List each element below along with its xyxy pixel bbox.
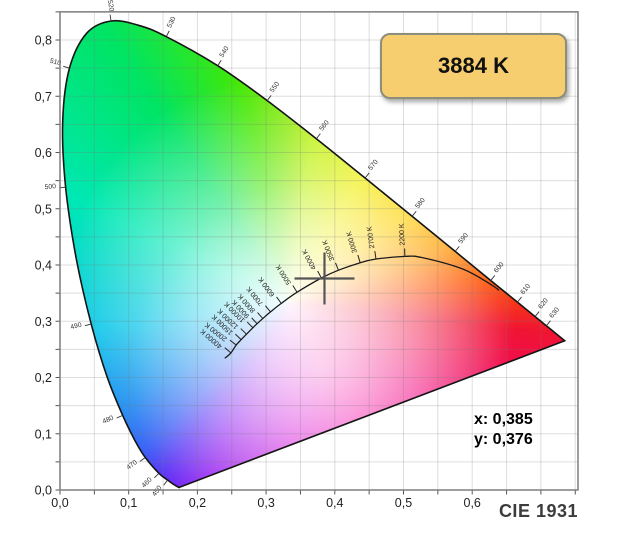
spectral-locus-outline — [61, 19, 567, 489]
wavelength-tick — [153, 472, 160, 479]
wavelength-label: 580 — [414, 197, 427, 210]
wavelength-label: 470 — [125, 459, 138, 471]
wavelength-tick — [411, 210, 417, 217]
y-tick-label: 0,5 — [35, 202, 52, 216]
wavelength-tick — [84, 323, 92, 327]
y-tick-label: 0,0 — [35, 484, 52, 498]
plot-border — [59, 11, 579, 491]
wavelength-label: 590 — [457, 232, 470, 245]
temperature-tick — [374, 251, 377, 260]
temperature-label: 5000 K — [275, 263, 293, 286]
wavelength-tick — [454, 246, 460, 252]
temperature-tick — [317, 270, 322, 279]
wavelength-label: 480 — [102, 415, 115, 426]
temperature-tick — [335, 262, 339, 271]
readout-y: y: 0,376 — [474, 431, 533, 448]
wavelength-tick — [266, 95, 272, 101]
temperature-tick — [229, 339, 237, 346]
temperature-tick — [251, 317, 258, 325]
x-tick-label: 0,6 — [464, 496, 481, 510]
wavelength-tick — [139, 457, 146, 462]
y-tick-label: 0,6 — [35, 146, 52, 160]
wavelength-tick — [109, 14, 112, 22]
wavelength-label: 500 — [44, 183, 56, 191]
x-tick-label: 0,3 — [257, 496, 274, 510]
xy-readout: x: 0,385 y: 0,376 — [474, 410, 533, 450]
wavelength-label: 610 — [520, 283, 533, 296]
y-tick-label: 0,7 — [35, 90, 52, 104]
temperature-tick — [265, 305, 271, 313]
wavelength-tick — [163, 479, 168, 486]
wavelength-label: 600 — [493, 261, 506, 274]
y-tick-label: 0,3 — [35, 315, 52, 329]
wavelength-label: 490 — [70, 322, 83, 332]
temperature-tick — [234, 333, 242, 341]
wavelength-label: 460 — [141, 476, 154, 489]
wavelength-label: 620 — [537, 297, 550, 310]
temperature-label: 6000 K — [257, 275, 276, 297]
crosshair-marker[interactable] — [294, 252, 355, 305]
x-tick-label: 0,2 — [189, 496, 206, 510]
wavelength-label: 560 — [318, 119, 331, 132]
wavelength-label: 630 — [548, 306, 561, 319]
wavelength-tick — [517, 296, 522, 303]
cct-badge-label: 3884 K — [438, 53, 509, 78]
wavelength-tick — [364, 172, 370, 179]
cct-badge: 3884 K — [380, 33, 567, 99]
wavelength-tick — [217, 59, 222, 66]
temperature-tick — [224, 347, 232, 354]
temperature-tick — [292, 285, 298, 293]
x-tick-label: 0,4 — [326, 496, 343, 510]
wavelength-tick — [545, 320, 551, 327]
wavelength-tick — [490, 275, 496, 281]
wavelength-tick — [165, 30, 170, 37]
temperature-tick — [240, 328, 247, 335]
wavelength-label: 550 — [269, 81, 282, 94]
wavelength-tick — [116, 414, 123, 419]
temperature-tick — [357, 254, 361, 263]
wavelength-tick — [534, 311, 540, 317]
temperature-label: 2200 K — [399, 223, 407, 246]
y-tick-label: 0,8 — [35, 34, 52, 48]
x-tick-label: 0,1 — [120, 496, 137, 510]
diagram-title: CIE 1931 — [498, 501, 578, 521]
planckian-locus-curve — [224, 255, 500, 359]
y-tick-label: 0,1 — [35, 427, 52, 441]
wavelength-tick — [315, 133, 321, 139]
wavelength-tick — [63, 65, 70, 69]
wavelength-label: 520 — [106, 0, 115, 12]
x-tick-label: 0,5 — [395, 496, 412, 510]
temperature-tick — [246, 321, 254, 329]
temperature-label: 3000 K — [346, 230, 359, 254]
temperature-tick — [276, 296, 282, 304]
y-tick-label: 0,4 — [35, 259, 52, 273]
wavelength-label: 530 — [166, 16, 177, 29]
wavelength-label: 540 — [219, 45, 231, 59]
readout-x: x: 0,385 — [474, 411, 533, 428]
wavelength-label: 450 — [151, 484, 164, 497]
temperature-label: 2700 K — [366, 226, 376, 249]
x-tick-label: 0,0 — [51, 496, 68, 510]
temperature-tick — [257, 312, 264, 319]
wavelength-label: 510 — [49, 58, 62, 68]
temperature-label: 4000 K — [301, 247, 318, 270]
y-tick-label: 0,2 — [35, 371, 52, 385]
